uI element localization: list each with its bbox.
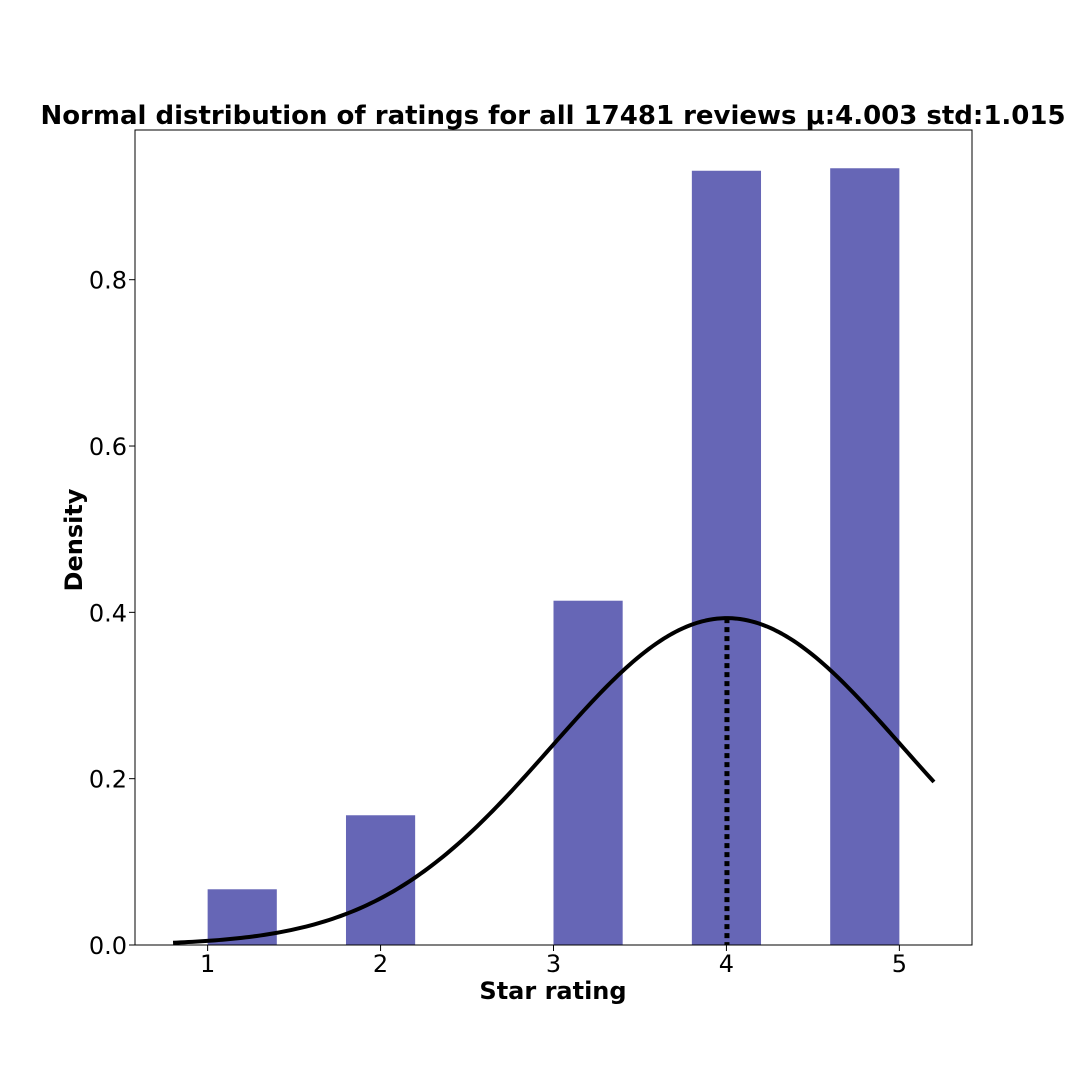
x-tick-label: 5: [892, 950, 907, 978]
y-axis-ticks: 0.0 0.2 0.4 0.6 0.8: [89, 267, 135, 960]
x-tick-label: 2: [373, 950, 388, 978]
bar-2: [345, 815, 416, 945]
y-tick-label: 0.2: [89, 766, 127, 794]
bar-4: [691, 170, 762, 945]
y-tick-label: 0.4: [89, 599, 127, 627]
bars-group: [207, 168, 900, 945]
chart-title: Normal distribution of ratings for all 1…: [40, 101, 1065, 131]
bar-3: [553, 600, 623, 945]
y-axis-label: Density: [60, 488, 88, 591]
normal-curve: [172, 616, 936, 945]
bar-5: [830, 168, 900, 945]
y-tick-label: 0.0: [89, 932, 127, 960]
x-axis-ticks: 1 2 3 4 5: [200, 945, 907, 978]
x-tick-label: 1: [200, 950, 215, 978]
x-axis-label: Star rating: [479, 977, 626, 1005]
y-tick-label: 0.6: [89, 433, 127, 461]
x-tick-label: 4: [719, 950, 734, 978]
x-tick-label: 3: [546, 950, 561, 978]
y-tick-label: 0.8: [89, 267, 127, 295]
curve-group: [172, 616, 936, 945]
